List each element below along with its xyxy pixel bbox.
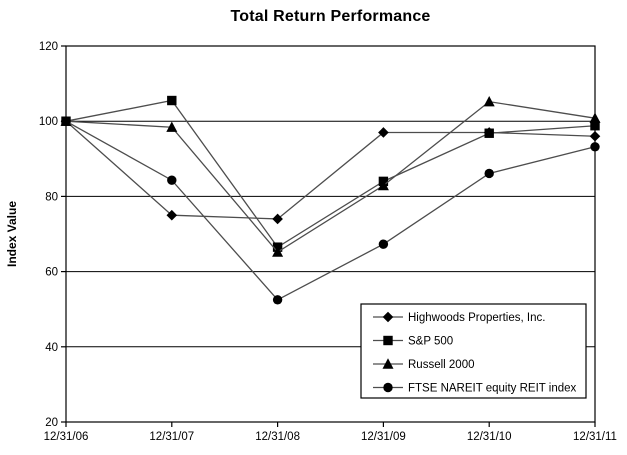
square-marker-pt xyxy=(167,95,177,106)
diamond-marker-legend xyxy=(382,311,394,323)
x-tick-label: 12/31/06 xyxy=(44,431,89,443)
x-tick-label: 12/31/10 xyxy=(467,431,512,443)
y-tick-label: 60 xyxy=(45,267,58,279)
diamond-marker-pt xyxy=(378,127,389,138)
circle-marker-pt xyxy=(167,175,177,185)
circle-marker-pt xyxy=(590,142,600,152)
plot-frame xyxy=(65,45,596,423)
y-tick-label: 100 xyxy=(39,116,58,128)
x-tick-label: 12/31/11 xyxy=(573,431,617,443)
circle-marker-pt xyxy=(61,116,71,126)
circle-marker-pt xyxy=(272,295,283,305)
legend-item: S&P 500 xyxy=(373,336,453,348)
legend-item: Russell 2000 xyxy=(373,358,474,371)
square-marker-legend xyxy=(383,335,393,346)
series-line-2 xyxy=(65,100,596,253)
series-line-0 xyxy=(65,120,596,220)
series-diamond xyxy=(60,115,601,225)
x-tick-label: 12/31/08 xyxy=(255,431,300,443)
diamond-marker-pt xyxy=(272,213,283,225)
triangle-marker-pt xyxy=(166,121,178,132)
circle-marker-pt xyxy=(378,239,389,249)
diamond-marker-pt xyxy=(166,209,178,221)
y-axis: 20 40 60 80 100 120 xyxy=(39,41,66,429)
series-line-1 xyxy=(65,99,596,249)
x-tick-label: 12/31/09 xyxy=(361,431,406,443)
y-tick-label: 120 xyxy=(39,41,58,53)
y-tick-label: 80 xyxy=(45,191,58,203)
square-marker-pt xyxy=(484,128,494,138)
x-tick-label: 12/31/07 xyxy=(149,431,194,443)
legend-label: FTSE NAREIT equity REIT index xyxy=(408,383,577,395)
x-axis: 12/31/06 12/31/07 12/31/08 12/31/09 12/31/10… xyxy=(44,422,617,443)
y-tick-label: 20 xyxy=(45,417,58,429)
legend-label: Highwoods Properties, Inc. xyxy=(408,312,545,324)
series-square xyxy=(61,95,600,252)
triangle-marker-pt xyxy=(589,112,601,123)
square-marker-pt xyxy=(590,121,600,131)
series-line-3 xyxy=(65,120,596,301)
triangle-marker-legend xyxy=(382,358,394,369)
circle-marker-pt xyxy=(484,168,494,179)
legend-box xyxy=(360,303,587,399)
chart-title: Total Return Performance xyxy=(230,8,431,25)
legend-item: FTSE NAREIT equity REIT index xyxy=(373,383,577,395)
circle-marker-legend xyxy=(383,382,393,393)
triangle-marker-pt xyxy=(272,246,284,257)
legend-label: S&P 500 xyxy=(408,336,453,348)
legend-label: Russell 2000 xyxy=(408,359,474,371)
series-circle xyxy=(61,116,600,305)
legend-item: Highwoods Properties, Inc. xyxy=(373,311,545,324)
triangle-marker-pt xyxy=(377,179,389,191)
y-tick-label: 40 xyxy=(45,342,58,354)
diamond-marker-pt xyxy=(589,130,601,142)
triangle-marker-pt xyxy=(483,95,495,107)
legend: Highwoods Properties, Inc. S&P 500 Russell… xyxy=(360,303,587,399)
